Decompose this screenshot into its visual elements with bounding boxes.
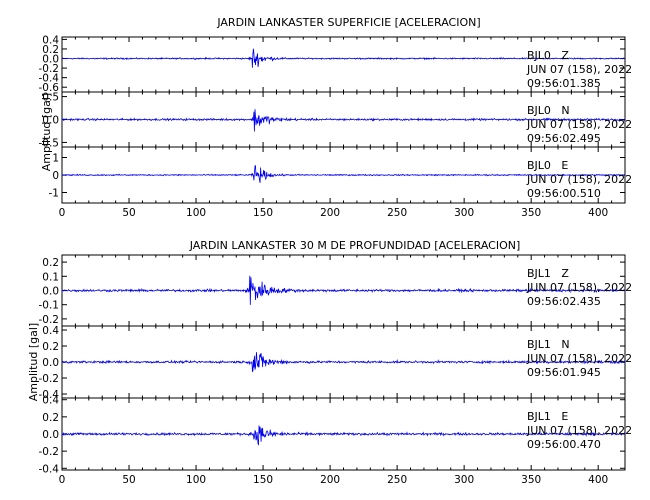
seismic-trace	[61, 109, 626, 132]
date-label: JUN 07 (158), 2022	[526, 424, 632, 437]
seismic-trace	[61, 48, 626, 68]
x-tick-label: 300	[454, 207, 474, 219]
date-label: JUN 07 (158), 2022	[526, 352, 632, 365]
x-tick-label: 400	[588, 207, 608, 219]
x-tick-label: 0	[59, 474, 66, 486]
y-tick-label: -1	[49, 188, 59, 200]
y-tick-label: 0.2	[42, 412, 59, 424]
date-label: JUN 07 (158), 2022	[526, 173, 632, 186]
x-tick-label: 100	[186, 474, 206, 486]
y-tick-label: 0.0	[42, 54, 59, 66]
y-tick-label: 0.2	[42, 257, 59, 269]
chart-title-surface: JARDIN LANKASTER SUPERFICIE [ACELERACION…	[216, 16, 480, 29]
y-tick-label: 0.0	[42, 357, 59, 369]
seismic-trace	[61, 352, 626, 373]
time-label: 09:56:00.510	[527, 187, 601, 200]
time-label: 09:56:02.435	[527, 295, 601, 308]
x-tick-label: 300	[454, 474, 474, 486]
y-tick-label: 1	[52, 153, 59, 165]
x-tick-label: 350	[521, 474, 541, 486]
y-tick-label: 0	[52, 170, 59, 182]
y-tick-label: -0.5	[39, 137, 60, 149]
station-channel-label: BJL0 E	[527, 159, 568, 172]
y-tick-label: -0.1	[39, 300, 60, 312]
chart-title-depth: JARDIN LANKASTER 30 M DE PROFUNDIDAD [AC…	[189, 239, 521, 252]
time-label: 09:56:02.495	[527, 132, 601, 145]
y-tick-label: -0.2	[39, 63, 60, 75]
y-tick-label: -0.6	[39, 82, 60, 94]
y-tick-label: 0.0	[42, 286, 59, 298]
y-tick-label: 0.0	[42, 429, 59, 441]
y-tick-label: -0.4	[39, 389, 60, 401]
y-tick-label: 0.1	[42, 271, 59, 283]
y-tick-label: 0.0	[42, 115, 59, 127]
x-tick-label: 150	[253, 207, 273, 219]
y-tick-label: -0.2	[39, 373, 60, 385]
x-tick-label: 150	[253, 474, 273, 486]
x-tick-label: 400	[588, 474, 608, 486]
x-tick-label: 200	[320, 474, 340, 486]
x-tick-label: 50	[122, 207, 135, 219]
x-tick-label: 350	[521, 207, 541, 219]
station-channel-label: BJL1 E	[527, 410, 568, 423]
x-tick-label: 250	[387, 474, 407, 486]
y-tick-label: 0.4	[42, 34, 59, 46]
y-tick-label: -0.2	[39, 446, 60, 458]
x-tick-label: 250	[387, 207, 407, 219]
y-tick-label: 0.5	[42, 92, 59, 104]
station-channel-label: BJL0 Z	[527, 49, 569, 62]
y-tick-label: -0.2	[39, 314, 60, 326]
date-label: JUN 07 (158), 2022	[526, 63, 632, 76]
station-channel-label: BJL0 N	[527, 104, 570, 117]
x-tick-label: 100	[186, 207, 206, 219]
seismic-trace	[61, 275, 626, 305]
y-tick-label: 0.2	[42, 341, 59, 353]
y-tick-label: -0.4	[39, 73, 60, 85]
y-axis-label-depth: Amplitud [gal]	[27, 323, 40, 401]
x-tick-label: 200	[320, 207, 340, 219]
station-channel-label: BJL1 Z	[527, 267, 569, 280]
date-label: JUN 07 (158), 2022	[526, 281, 632, 294]
y-tick-label: 0.2	[42, 44, 59, 56]
seismic-trace	[61, 165, 626, 183]
y-tick-label: 0.4	[42, 395, 59, 407]
x-tick-label: 0	[59, 207, 66, 219]
station-channel-label: BJL1 N	[527, 338, 570, 351]
y-tick-label: 0.4	[42, 325, 59, 337]
time-label: 09:56:01.385	[527, 77, 601, 90]
y-tick-label: -0.4	[39, 463, 60, 475]
y-axis-label-surface: Amplitud [gal]	[40, 93, 53, 171]
time-label: 09:56:00.470	[527, 438, 601, 451]
x-tick-label: 50	[122, 474, 135, 486]
date-label: JUN 07 (158), 2022	[526, 118, 632, 131]
time-label: 09:56:01.945	[527, 366, 601, 379]
seismic-trace	[61, 425, 626, 446]
